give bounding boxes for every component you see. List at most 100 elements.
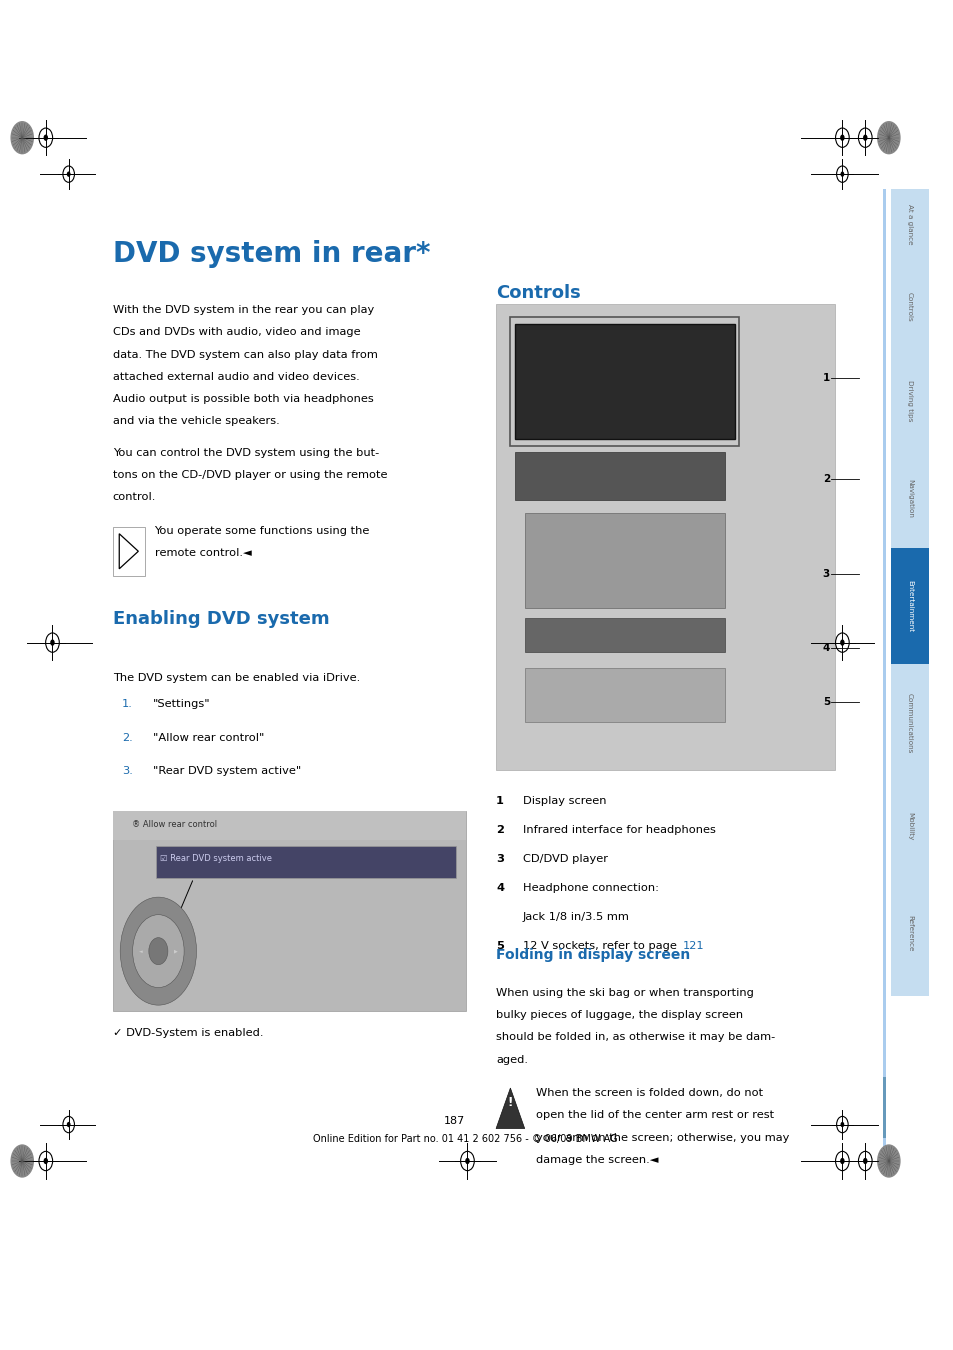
Text: 5: 5 [496, 941, 503, 952]
Bar [890, 869, 928, 996]
Text: damage the screen.◄: damage the screen.◄ [536, 1154, 658, 1165]
Bar [524, 513, 724, 608]
Circle shape [840, 171, 843, 177]
Bar [890, 259, 928, 354]
Text: Controls: Controls [906, 292, 912, 321]
Text: 1: 1 [821, 373, 829, 383]
Polygon shape [496, 1088, 524, 1129]
Text: Mobility: Mobility [906, 811, 912, 841]
Text: ✓ DVD-System is enabled.: ✓ DVD-System is enabled. [112, 1029, 263, 1038]
Circle shape [876, 122, 900, 154]
Text: 4: 4 [821, 643, 829, 653]
Bar [155, 846, 456, 879]
Text: 5: 5 [821, 697, 829, 707]
Text: Enabling DVD system: Enabling DVD system [112, 610, 329, 628]
Text: control.: control. [112, 493, 155, 502]
Text: ▶: ▶ [173, 949, 177, 953]
Circle shape [862, 135, 866, 140]
Bar [510, 317, 739, 446]
Text: When using the ski bag or when transporting: When using the ski bag or when transport… [496, 988, 753, 998]
Circle shape [840, 1122, 843, 1127]
Bar [890, 783, 928, 869]
Text: Reference: Reference [906, 914, 912, 952]
Circle shape [44, 1158, 48, 1164]
Circle shape [876, 1145, 900, 1177]
Bar [890, 354, 928, 448]
Bar [882, 1077, 885, 1138]
Text: Infrared interface for headphones: Infrared interface for headphones [522, 825, 715, 836]
Text: data. The DVD system can also play data from: data. The DVD system can also play data … [112, 350, 377, 359]
Circle shape [10, 122, 34, 154]
Text: 2: 2 [821, 474, 829, 485]
Circle shape [120, 898, 196, 1006]
Bar [890, 189, 928, 259]
Text: "Allow rear control": "Allow rear control" [152, 733, 264, 743]
Text: ® Allow rear control: ® Allow rear control [132, 821, 216, 829]
Bar [112, 526, 145, 575]
Text: and via the vehicle speakers.: and via the vehicle speakers. [112, 416, 279, 427]
Circle shape [67, 171, 71, 177]
Text: 3.: 3. [122, 767, 132, 776]
Text: !: ! [507, 1096, 513, 1110]
Text: Display screen: Display screen [522, 796, 606, 806]
Text: 3: 3 [821, 568, 829, 579]
Bar [524, 668, 724, 722]
Circle shape [44, 135, 48, 140]
Bar [112, 811, 465, 1011]
Text: remote control.◄: remote control.◄ [154, 548, 251, 558]
Text: CDs and DVDs with audio, video and image: CDs and DVDs with audio, video and image [112, 327, 360, 338]
Text: You operate some functions using the: You operate some functions using the [154, 525, 370, 536]
Text: 187: 187 [444, 1116, 465, 1126]
Text: Headphone connection:: Headphone connection: [522, 883, 659, 894]
Bar [112, 811, 465, 841]
Bar [890, 448, 928, 548]
Text: 2: 2 [496, 825, 503, 836]
Text: Audio output is possible both via headphones: Audio output is possible both via headph… [112, 394, 373, 404]
Text: your arm on the screen; otherwise, you may: your arm on the screen; otherwise, you m… [536, 1133, 789, 1142]
Text: At a glance: At a glance [906, 204, 912, 244]
Circle shape [51, 640, 54, 645]
Bar [882, 189, 885, 1161]
Bar [890, 664, 928, 783]
Text: When the screen is folded down, do not: When the screen is folded down, do not [536, 1088, 762, 1098]
Text: 4: 4 [496, 883, 503, 894]
Text: DVD system in rear*: DVD system in rear* [112, 240, 430, 269]
Text: bulky pieces of luggage, the display screen: bulky pieces of luggage, the display scr… [496, 1010, 742, 1021]
Text: Communications: Communications [906, 694, 912, 753]
Bar [496, 304, 834, 770]
Text: Online Edition for Part no. 01 41 2 602 756 - © 06/09 BMW AG: Online Edition for Part no. 01 41 2 602 … [313, 1134, 618, 1143]
Text: attached external audio and video devices.: attached external audio and video device… [112, 371, 359, 382]
Circle shape [67, 1122, 71, 1127]
Text: You can control the DVD system using the but-: You can control the DVD system using the… [112, 448, 378, 458]
Circle shape [840, 1158, 843, 1164]
Text: should be folded in, as otherwise it may be dam-: should be folded in, as otherwise it may… [496, 1033, 775, 1042]
Text: Jack 1/8 in/3.5 mm: Jack 1/8 in/3.5 mm [522, 913, 629, 922]
Text: Navigation: Navigation [906, 479, 912, 517]
Text: "Settings": "Settings" [152, 699, 210, 709]
Text: 12 V sockets, refer to page: 12 V sockets, refer to page [522, 941, 679, 952]
Text: open the lid of the center arm rest or rest: open the lid of the center arm rest or r… [536, 1110, 774, 1120]
Text: tons on the CD-/DVD player or using the remote: tons on the CD-/DVD player or using the … [112, 470, 387, 481]
Circle shape [465, 1158, 469, 1164]
Text: ◄: ◄ [139, 949, 143, 953]
Text: ☑ Rear DVD system active: ☑ Rear DVD system active [160, 855, 272, 863]
Text: 2.: 2. [122, 733, 132, 743]
Text: "Rear DVD system active": "Rear DVD system active" [152, 767, 300, 776]
Bar [890, 548, 928, 664]
Text: aged.: aged. [496, 1054, 528, 1065]
Text: The DVD system can be enabled via iDrive.: The DVD system can be enabled via iDrive… [112, 672, 359, 683]
Circle shape [149, 938, 168, 965]
Circle shape [132, 915, 184, 988]
Text: Entertainment: Entertainment [906, 580, 912, 632]
Circle shape [840, 640, 843, 645]
Text: 121: 121 [682, 941, 704, 952]
Text: Driving tips: Driving tips [906, 381, 912, 421]
Text: 3: 3 [496, 855, 503, 864]
Text: 1.: 1. [122, 699, 132, 709]
Text: 1: 1 [496, 796, 503, 806]
Circle shape [10, 1145, 34, 1177]
Bar [524, 618, 724, 652]
Bar [515, 452, 724, 499]
Text: Controls: Controls [496, 284, 580, 301]
Circle shape [840, 135, 843, 140]
